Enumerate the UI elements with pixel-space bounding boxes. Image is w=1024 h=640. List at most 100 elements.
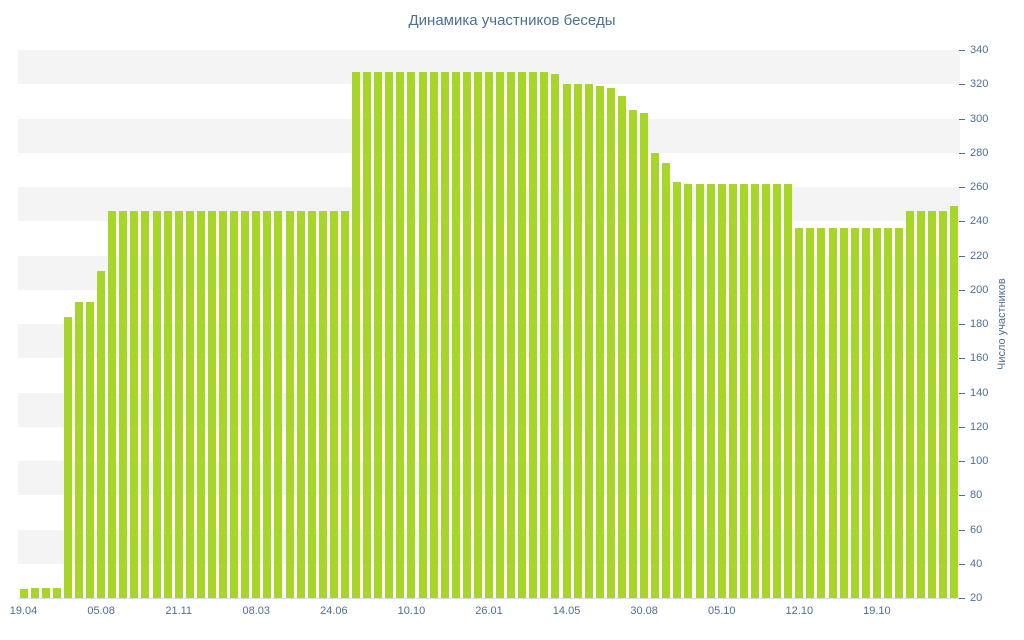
bar[interactable] [52, 587, 61, 598]
bar[interactable] [418, 72, 427, 598]
bar[interactable] [883, 228, 892, 598]
bar[interactable] [606, 87, 615, 598]
bar[interactable] [739, 183, 748, 598]
bar[interactable] [850, 228, 859, 598]
bar[interactable] [728, 183, 737, 598]
bar[interactable] [230, 210, 239, 598]
bar[interactable] [839, 228, 848, 598]
bar[interactable] [595, 85, 604, 598]
bar[interactable] [540, 72, 549, 598]
y-axis-tick [959, 358, 965, 360]
bar[interactable] [529, 72, 538, 598]
bar[interactable] [396, 72, 405, 598]
bar[interactable] [174, 210, 183, 598]
x-axis-label: 24.06 [320, 605, 348, 617]
bar[interactable] [817, 228, 826, 598]
y-axis-tick [959, 289, 965, 291]
bar[interactable] [196, 210, 205, 598]
bar[interactable] [363, 72, 372, 598]
bar[interactable] [41, 587, 50, 598]
bar[interactable] [762, 183, 771, 598]
bar[interactable] [573, 84, 582, 598]
bar[interactable] [285, 210, 294, 598]
bar[interactable] [252, 210, 261, 598]
bar[interactable] [950, 205, 959, 598]
bar[interactable] [917, 210, 926, 598]
bar[interactable] [939, 210, 948, 598]
y-axis-label: 200 [970, 283, 989, 296]
bar[interactable] [473, 72, 482, 598]
bar[interactable] [207, 210, 216, 598]
bar[interactable] [562, 84, 571, 598]
y-axis-tick [959, 598, 965, 599]
bar[interactable] [828, 228, 837, 598]
bar[interactable] [895, 228, 904, 598]
bar[interactable] [773, 183, 782, 598]
bar[interactable] [684, 183, 693, 598]
bar[interactable] [806, 228, 815, 598]
x-axis-label: 26.01 [475, 605, 503, 617]
bar[interactable] [74, 301, 83, 598]
bar[interactable] [440, 72, 449, 598]
bar[interactable] [86, 301, 95, 598]
bar[interactable] [584, 84, 593, 598]
bar[interactable] [706, 183, 715, 598]
bar[interactable] [640, 113, 649, 598]
bar[interactable] [241, 210, 250, 598]
bar[interactable] [329, 210, 338, 598]
bar[interactable] [750, 183, 759, 598]
bar[interactable] [307, 210, 316, 598]
bar[interactable] [551, 73, 560, 598]
bar[interactable] [141, 210, 150, 598]
y-axis-tick [959, 118, 965, 120]
bar[interactable] [928, 210, 937, 598]
bar[interactable] [30, 587, 39, 598]
bar[interactable] [152, 210, 161, 598]
bar[interactable] [108, 210, 117, 598]
bar[interactable] [407, 72, 416, 598]
bar[interactable] [507, 72, 516, 598]
bar[interactable] [795, 228, 804, 598]
bar[interactable] [318, 210, 327, 598]
bar[interactable] [451, 72, 460, 598]
bar[interactable] [872, 228, 881, 598]
bar[interactable] [19, 589, 28, 598]
y-axis-label: 340 [970, 44, 989, 56]
bar[interactable] [485, 72, 493, 598]
bar[interactable] [662, 163, 671, 598]
y-axis-tick [959, 426, 965, 428]
bar[interactable] [219, 210, 228, 598]
bar[interactable] [462, 72, 471, 598]
y-axis-tick [959, 152, 965, 154]
bar[interactable] [906, 210, 915, 598]
bar[interactable] [673, 181, 682, 598]
bar[interactable] [496, 72, 505, 598]
bar[interactable] [374, 72, 383, 598]
bar[interactable] [130, 210, 139, 598]
x-axis-label: 12.10 [785, 605, 814, 617]
bar[interactable] [296, 210, 305, 598]
y-axis-label: 60 [970, 523, 983, 536]
bar[interactable] [163, 210, 172, 598]
y-axis-label: 80 [970, 489, 983, 502]
bar[interactable] [119, 210, 128, 598]
bar[interactable] [617, 96, 626, 598]
y-axis-tick [959, 324, 965, 325]
bar[interactable] [717, 183, 726, 598]
bar[interactable] [340, 210, 349, 598]
bar[interactable] [385, 72, 394, 598]
bar[interactable] [97, 270, 106, 598]
bar[interactable] [352, 72, 360, 598]
bar[interactable] [861, 228, 870, 598]
bar[interactable] [784, 183, 793, 598]
bar[interactable] [629, 109, 638, 598]
bar[interactable] [518, 72, 527, 598]
bar[interactable] [429, 72, 438, 598]
bar[interactable] [695, 183, 704, 598]
bar[interactable] [274, 210, 283, 598]
bar[interactable] [185, 210, 194, 598]
y-axis-label: 320 [970, 78, 989, 91]
bar[interactable] [651, 152, 660, 598]
bar[interactable] [263, 210, 272, 598]
bar[interactable] [63, 317, 72, 598]
